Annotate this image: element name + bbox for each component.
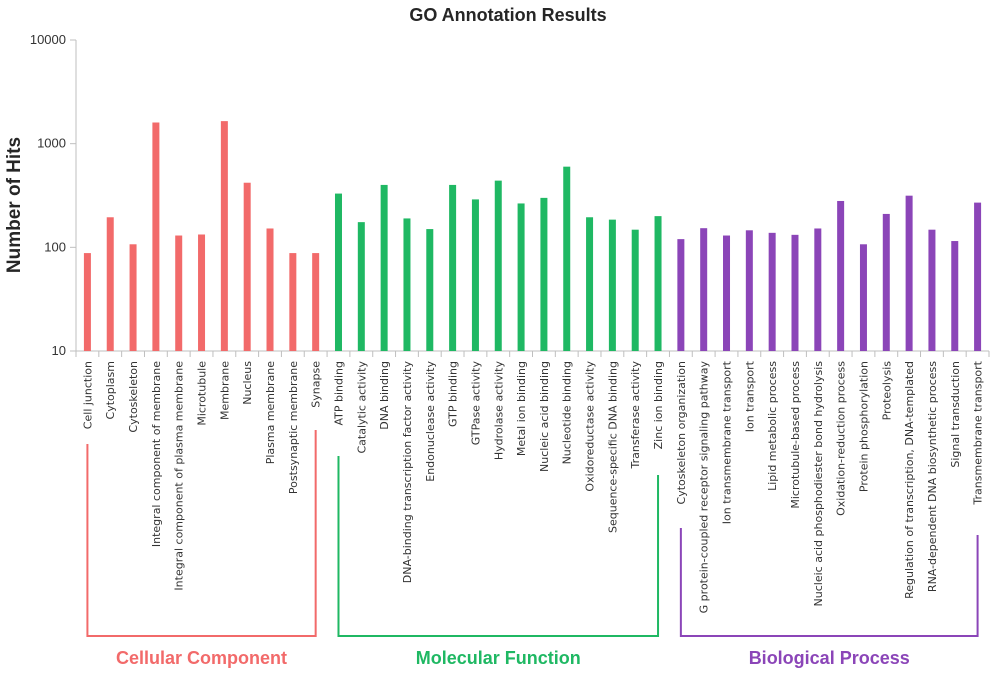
bar <box>83 253 91 351</box>
bar <box>563 166 571 351</box>
group-bracket <box>86 430 317 637</box>
bar <box>494 180 502 351</box>
bar <box>289 253 297 351</box>
y-tick-label: 10 <box>52 343 66 358</box>
bar <box>198 234 206 351</box>
category-label: Microtubule <box>196 361 209 426</box>
category-label: Catalytic activity <box>355 361 368 454</box>
category-label: Hydrolase activity <box>492 361 505 461</box>
bars-layer <box>83 121 982 351</box>
y-tick-label: 1000 <box>37 136 66 151</box>
category-label: DNA binding <box>378 361 391 430</box>
y-axis-ticks: 10 100 1000 10000 <box>30 32 76 358</box>
category-label: Integral component of plasma membrane <box>173 361 186 591</box>
bar <box>723 235 731 351</box>
bar <box>449 184 457 351</box>
category-label: Lipid metabolic process <box>766 361 779 491</box>
category-label: Nucleic acid phosphodiester bond hydroly… <box>812 361 825 607</box>
category-label: Membrane <box>218 361 231 420</box>
bar <box>175 235 183 351</box>
bar <box>380 184 388 351</box>
bar <box>814 228 822 351</box>
bar <box>882 213 890 351</box>
bar <box>654 216 662 351</box>
bar <box>243 182 251 351</box>
category-label: Synapse <box>310 361 323 408</box>
bar <box>517 203 525 351</box>
category-label: Transmembrane transport <box>972 360 985 505</box>
category-label: Postsynaptic membrane <box>287 361 300 494</box>
category-label: Oxidation-reduction process <box>835 361 848 516</box>
category-label: Nucleus <box>241 361 254 405</box>
chart-axes <box>75 40 989 352</box>
bar <box>905 195 913 351</box>
category-label: Ion transmembrane transport <box>721 360 734 524</box>
bar <box>220 121 228 351</box>
category-label: Nucleotide binding <box>561 361 574 464</box>
bar <box>266 228 274 351</box>
group-label: Biological Process <box>749 648 910 668</box>
category-label: Proteolysis <box>880 361 893 421</box>
bar <box>974 202 982 351</box>
category-label: Microtubule-based process <box>789 361 802 509</box>
category-label: GTP binding <box>447 361 460 427</box>
category-label: Cytoplasm <box>104 361 117 419</box>
category-label: Integral component of membrane <box>150 361 163 547</box>
category-label: Cytoskeleton <box>127 361 140 433</box>
category-label: Nucleic acid binding <box>538 361 551 472</box>
category-label: Transferase activity <box>629 361 642 470</box>
group-bracket <box>679 528 979 637</box>
category-label: GTPase activity <box>469 361 482 446</box>
category-label: Plasma membrane <box>264 361 277 465</box>
bar <box>106 217 114 351</box>
bar <box>791 234 799 351</box>
bar <box>129 244 137 351</box>
category-label: Protein phosphorylation <box>857 361 870 492</box>
category-label: Zinc ion binding <box>652 361 665 449</box>
category-label: Cell junction <box>81 361 94 429</box>
category-label: G protein-coupled receptor signaling pat… <box>698 361 711 614</box>
bar <box>608 219 616 351</box>
bar <box>403 218 411 351</box>
bar <box>334 193 342 351</box>
bar <box>152 122 160 351</box>
bar <box>700 228 708 351</box>
x-axis-tick-labels: Cell junction Cytoplasm Cytoskeleton Integr… <box>75 351 990 614</box>
bar <box>837 200 845 351</box>
category-label: Sequence-specific DNA binding <box>606 361 619 533</box>
category-label: Signal transduction <box>949 361 962 468</box>
y-tick-label: 10000 <box>30 32 66 47</box>
category-label: ATP binding <box>332 361 345 426</box>
y-tick-label: 100 <box>44 239 66 254</box>
group-label: Cellular Component <box>116 648 287 668</box>
category-label: Oxidoreductase activity <box>584 361 597 492</box>
category-label: Metal ion binding <box>515 361 528 456</box>
bar <box>677 239 685 351</box>
category-label: Ion transport <box>743 360 756 432</box>
bar <box>586 217 594 351</box>
bar <box>859 244 867 351</box>
group-label: Molecular Function <box>416 648 581 668</box>
bar <box>426 229 434 351</box>
y-axis-label: Number of Hits <box>4 137 25 273</box>
bar <box>631 229 639 351</box>
bar <box>312 253 320 351</box>
group-brackets: Cellular Component Molecular Function Biol… <box>86 430 979 668</box>
chart-title: GO Annotation Results <box>409 5 606 25</box>
bar <box>951 241 959 351</box>
bar <box>471 199 479 351</box>
bar <box>745 230 753 351</box>
category-label: Endonuclease activity <box>424 361 437 482</box>
bar <box>357 222 365 351</box>
bar <box>928 229 936 351</box>
bar <box>768 232 776 351</box>
category-label: Cytoskeleton organization <box>675 361 688 504</box>
bar <box>540 197 548 351</box>
category-label: Regulation of transcription, DNA-templat… <box>903 361 916 599</box>
category-label: DNA-binding transcription factor activit… <box>401 361 414 584</box>
category-label: RNA-dependent DNA biosynthetic process <box>926 361 939 592</box>
group-bracket <box>337 456 660 637</box>
